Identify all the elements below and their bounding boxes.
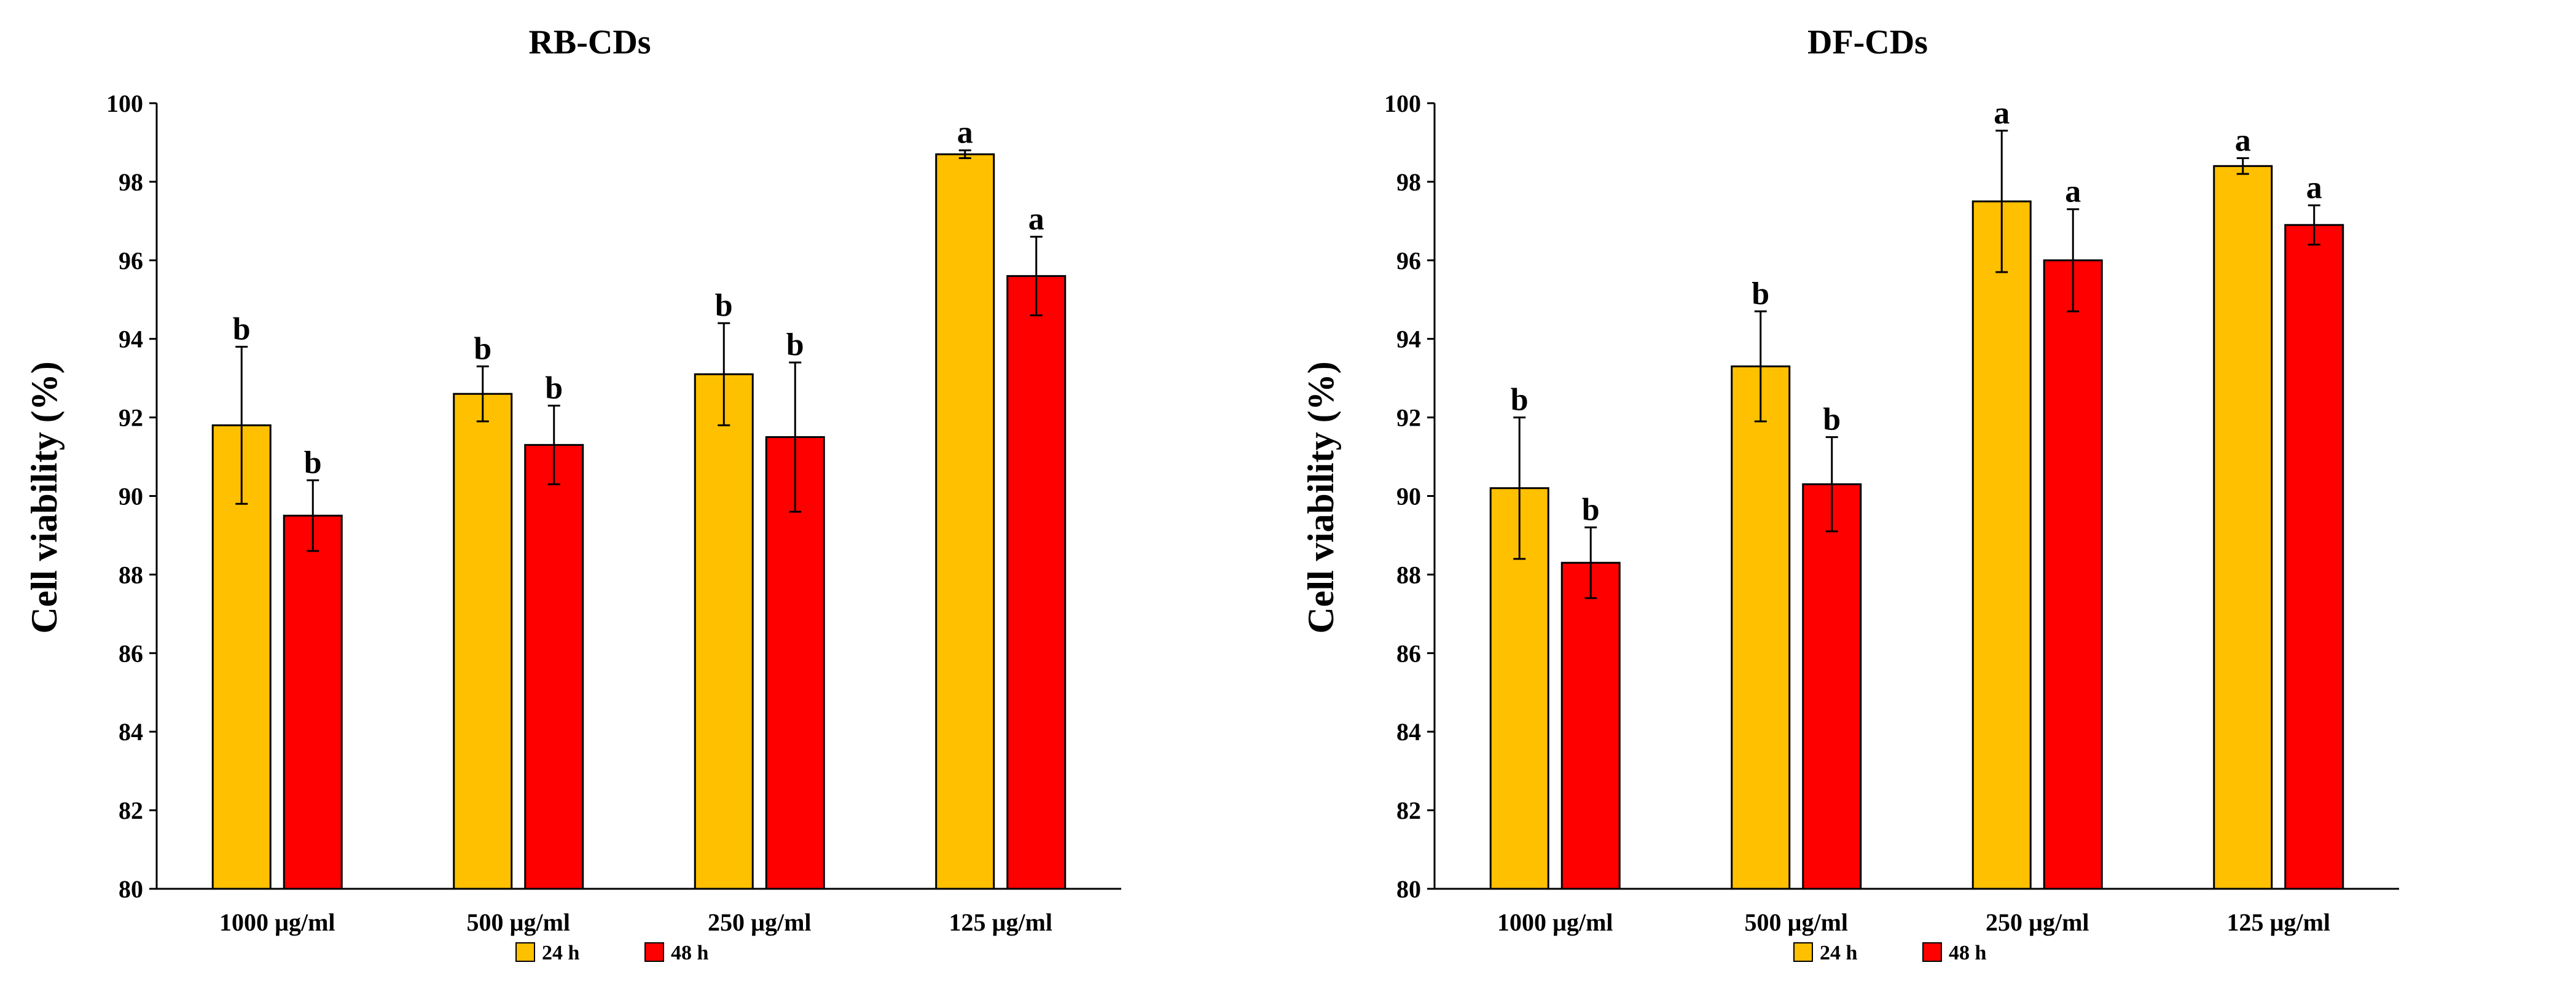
y-tick-label: 96 (119, 247, 143, 275)
bar (453, 393, 513, 890)
significance-label: a (957, 115, 973, 150)
x-tick-label: 1000 µg/ml (219, 908, 335, 936)
significance-label: b (1582, 493, 1600, 528)
significance-label: a (1994, 96, 2010, 131)
y-tick-label: 100 (1384, 90, 1421, 117)
bar (283, 514, 343, 890)
y-tick-label: 88 (1396, 561, 1421, 588)
bar (1006, 275, 1067, 890)
bar (2043, 259, 2103, 890)
significance-label: b (786, 327, 804, 362)
y-tick-label: 84 (119, 718, 143, 746)
legend-label: 48 h (1949, 942, 1987, 964)
bar (1731, 365, 1791, 890)
significance-label: a (1028, 201, 1044, 236)
bar (694, 373, 754, 890)
significance-label: b (1823, 402, 1841, 437)
bar (935, 153, 995, 890)
y-tick-label: 84 (1396, 718, 1421, 746)
legend-label: 48 h (671, 942, 709, 964)
x-tick-label: 250 µg/ml (1986, 908, 2089, 936)
bar (1802, 483, 1862, 890)
y-tick-label: 80 (119, 875, 143, 903)
legend-swatch (1922, 942, 1942, 962)
bar (1971, 200, 2032, 890)
y-tick-label: 98 (119, 168, 143, 196)
x-tick-label: 500 µg/ml (466, 908, 570, 936)
bar (1560, 561, 1621, 890)
chart-title: DF-CDs (1807, 23, 1928, 61)
legend: 24 h 48 h (515, 942, 709, 964)
x-tick-label: 1000 µg/ml (1497, 908, 1613, 936)
x-tick-label: 125 µg/ml (2226, 908, 2330, 936)
significance-label: a (2235, 123, 2251, 158)
legend-swatch (1793, 942, 1813, 962)
significance-label: a (2065, 174, 2081, 209)
legend-swatch (515, 942, 535, 962)
y-tick-label: 80 (1396, 875, 1421, 903)
y-tick-label: 94 (119, 326, 143, 353)
significance-label: b (1511, 383, 1529, 418)
chart-title: RB-CDs (528, 23, 651, 61)
y-tick-label: 86 (1396, 639, 1421, 667)
y-tick-label: 98 (1396, 168, 1421, 196)
y-tick-label: 88 (119, 561, 143, 588)
significance-label: b (715, 288, 733, 323)
legend-label: 24 h (542, 942, 580, 964)
legend-label: 24 h (1820, 942, 1858, 964)
significance-label: a (2306, 170, 2322, 205)
y-axis-title: Cell viability (%) (24, 361, 65, 633)
y-tick-label: 92 (1396, 404, 1421, 432)
significance-label: b (545, 370, 563, 405)
significance-label: b (233, 311, 251, 346)
chart-df-cds: DF-CDs Cell viability (%) 80 82 84 86 88 90 92… (1301, 23, 2399, 964)
x-tick-label: 125 µg/ml (949, 908, 1052, 936)
y-tick-label: 86 (119, 639, 143, 667)
x-tick-label: 500 µg/ml (1744, 908, 1848, 936)
y-tick-label: 82 (1396, 797, 1421, 824)
significance-label: b (474, 331, 491, 366)
y-tick-label: 90 (119, 483, 143, 510)
legend: 24 h 48 h (1793, 942, 1987, 964)
significance-label: b (304, 445, 322, 480)
bar (2213, 165, 2273, 890)
y-tick-label: 90 (1396, 483, 1421, 510)
y-tick-label: 96 (1396, 247, 1421, 275)
chart-rb-cds: RB-CDs Cell viability (%) 80 82 84 86 88 90 92… (24, 23, 1121, 964)
y-tick-label: 82 (119, 797, 143, 824)
y-tick-label: 100 (106, 90, 143, 117)
legend-swatch (644, 942, 664, 962)
bar (524, 443, 584, 890)
x-tick-label: 250 µg/ml (708, 908, 812, 936)
significance-label: b (1752, 276, 1769, 311)
bar (2284, 224, 2344, 890)
y-tick-label: 92 (119, 404, 143, 432)
y-tick-label: 94 (1396, 326, 1421, 353)
y-axis-title: Cell viability (%) (1301, 361, 1341, 633)
